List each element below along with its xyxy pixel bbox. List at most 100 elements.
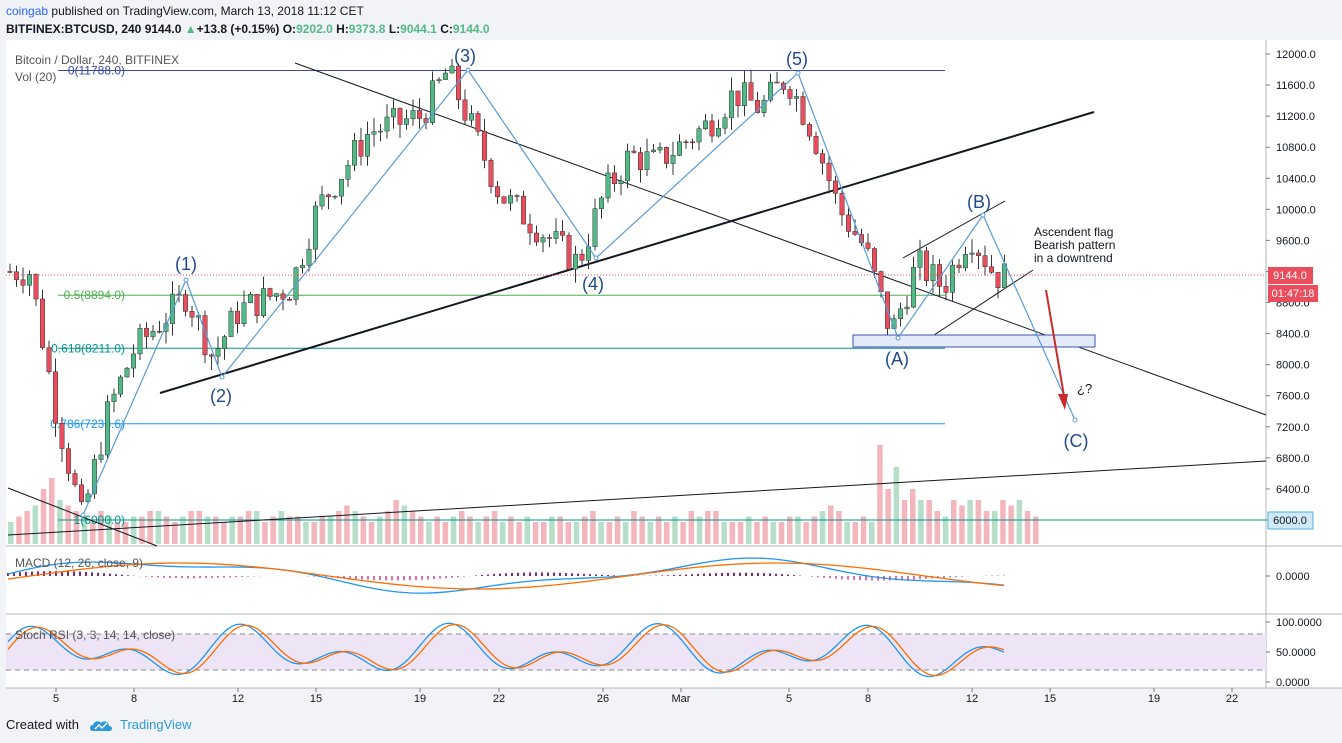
volume-bar	[352, 511, 358, 544]
candle-body	[943, 286, 949, 293]
wave-node	[895, 335, 901, 341]
time-axis-ticks: 5 8 12 15 19 22 26 Mar 5 8 12 15 19 22	[53, 688, 1238, 705]
price-tick-label: 11600.0	[1276, 80, 1315, 92]
wave-label: (B)	[967, 192, 991, 212]
candle-body	[956, 264, 962, 269]
flag-note-line: in a downtrend	[1034, 251, 1113, 265]
candle-body	[560, 231, 565, 236]
candle-body	[995, 272, 1001, 289]
author-link[interactable]: coingab	[6, 4, 49, 18]
symbol[interactable]: BITFINEX:BTCUSD, 240	[6, 22, 142, 36]
price-tick-label: 7600.0	[1276, 391, 1310, 403]
candle-body	[729, 90, 734, 118]
candle-body	[748, 82, 754, 101]
candle-body	[33, 274, 39, 300]
candle-body	[235, 310, 240, 324]
macd-label: MACD (12, 26, close, 9)	[15, 556, 143, 570]
candle-body	[46, 347, 52, 373]
volume-bar	[696, 516, 703, 544]
candle-body	[742, 82, 747, 106]
candle-body	[248, 294, 253, 303]
time-tick-label: 8	[865, 693, 871, 705]
stoch-d-line	[7, 623, 1005, 677]
support-zone	[852, 334, 1096, 348]
candle-body	[631, 150, 637, 153]
candle-body	[573, 253, 578, 270]
trendline-support-thick	[159, 111, 1095, 394]
candle-body	[579, 253, 585, 261]
candle-body	[352, 140, 357, 166]
candle-body	[865, 242, 871, 249]
last-price: 9144.0	[144, 22, 182, 36]
candle-body	[365, 133, 370, 157]
volume-bar	[221, 522, 227, 544]
wave-label: (3)	[454, 46, 476, 66]
candle-body	[904, 306, 910, 310]
volume-bar	[24, 511, 30, 544]
candle-body	[527, 223, 533, 234]
candle-body	[534, 232, 539, 243]
candle-body	[66, 448, 71, 474]
candle-body	[722, 117, 728, 129]
volume-bar	[688, 511, 695, 544]
time-tick-label: 22	[493, 693, 505, 705]
candle-body	[469, 113, 474, 121]
tradingview-link[interactable]: TradingView	[120, 717, 192, 732]
stoch-rsi-pane: 100.0000 50.0000 0.0000	[6, 617, 1322, 689]
candle-body	[391, 108, 396, 118]
candle-body	[228, 310, 234, 337]
candle-body	[163, 323, 169, 332]
candle-body	[274, 293, 279, 297]
candle-body	[768, 81, 773, 101]
candle-body	[553, 231, 559, 239]
candle-body	[384, 116, 390, 132]
volume-bar	[262, 522, 268, 544]
volume-bar	[8, 522, 14, 544]
stoch-k-line	[7, 622, 1005, 678]
candle-body	[280, 293, 286, 300]
candle-body	[261, 288, 266, 317]
volume-bar	[204, 516, 211, 544]
volume-bar	[426, 522, 432, 544]
change: +13.8 (+0.15%)	[196, 22, 280, 36]
volume-bar	[147, 511, 153, 544]
volume-bar	[196, 511, 203, 544]
volume-bar	[442, 522, 449, 544]
time-tick-label: 5	[53, 693, 59, 705]
volume-bar	[828, 505, 834, 544]
volume-bar	[508, 516, 514, 544]
wave-node	[183, 277, 189, 283]
volume-bar	[122, 522, 129, 544]
volume-bar	[959, 505, 965, 544]
fib-label: 1(6000.0)	[74, 513, 125, 527]
wave-label: (A)	[885, 349, 909, 369]
candle-body	[222, 336, 227, 349]
candle-body	[443, 72, 448, 80]
flag-note-line: Bearish pattern	[1034, 238, 1115, 252]
volume-bar	[90, 522, 96, 544]
candle-body	[209, 354, 214, 357]
candle-body	[989, 266, 994, 273]
volume-bar	[762, 516, 768, 544]
candle-body	[475, 113, 481, 132]
volume-bar	[877, 445, 883, 544]
candle-body	[404, 118, 409, 125]
volume-bar	[746, 516, 752, 544]
volume-bar	[795, 516, 801, 544]
volume-bar	[680, 522, 686, 544]
volume-bar	[524, 516, 531, 544]
chart-canvas[interactable]: 0(11788.0)0.5(8894.0)0.618(8211.0)0.786(…	[0, 40, 1342, 705]
time-tick-label: 12	[966, 693, 978, 705]
candle-body	[872, 248, 877, 272]
candle-body	[618, 180, 624, 184]
candle-body	[794, 96, 799, 99]
volume-bars	[8, 445, 1039, 544]
candle-body	[969, 252, 975, 255]
stoch-label: Stoch RSI (3, 3, 14, 14, close)	[15, 628, 175, 642]
candle-body	[683, 141, 689, 143]
candle-body	[852, 231, 858, 235]
wave-node	[465, 67, 471, 73]
time-tick-label: 15	[1044, 693, 1056, 705]
volume-bar	[327, 516, 334, 544]
candle-body	[982, 255, 988, 268]
